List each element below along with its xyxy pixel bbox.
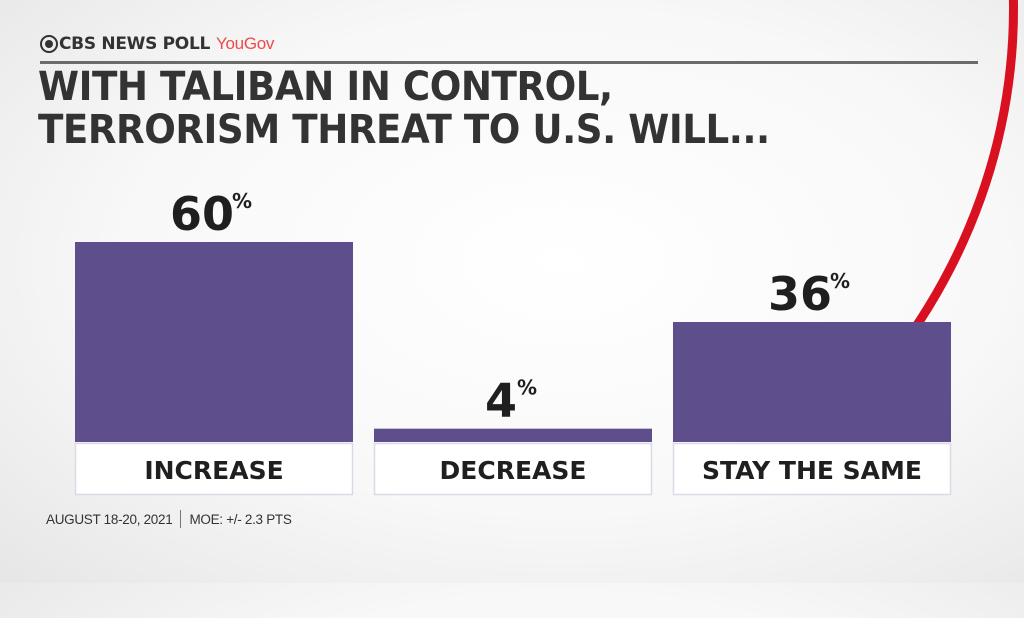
value-label: 60 — [170, 187, 234, 241]
bar-stay-the-same — [673, 322, 951, 442]
bar-decrease — [374, 428, 652, 442]
category-box — [74, 442, 354, 496]
category-label: INCREASE — [144, 456, 283, 485]
poll-dates: AUGUST 18-20, 2021 — [46, 511, 173, 527]
category-label: STAY THE SAME — [702, 456, 922, 485]
category-box — [672, 442, 952, 496]
percent-sign: % — [232, 189, 252, 213]
title-line-2: TERRORISM THREAT TO U.S. WILL... — [38, 107, 770, 153]
bar-chart: INCREASE 60% DECREASE 4 % STAY THE SAME 36% — [74, 187, 952, 496]
poll-footer: AUGUST 18-20, 2021 MOE: +/- 2.3 PTS — [46, 510, 292, 528]
header-divider — [40, 61, 978, 64]
cbs-eye-icon — [40, 35, 58, 53]
category-label: DECREASE — [440, 456, 587, 485]
percent-sign: % — [517, 376, 537, 400]
chart-title: WITH TALIBAN IN CONTROL, TERRORISM THREA… — [38, 66, 770, 152]
value-label: 4 — [485, 374, 517, 428]
percent-sign: % — [830, 269, 850, 293]
partner-label: YouGov — [216, 34, 275, 53]
title-line-1: WITH TALIBAN IN CONTROL, — [38, 64, 613, 110]
footer-separator — [180, 510, 182, 528]
value-label: 36 — [768, 267, 832, 321]
category-box — [373, 442, 653, 496]
margin-of-error: MOE: +/- 2.3 PTS — [189, 511, 292, 527]
network-label: CBS NEWS POLL — [59, 34, 211, 54]
bar-increase — [75, 242, 353, 442]
poll-brand: CBS NEWS POLL YouGov — [40, 33, 274, 55]
